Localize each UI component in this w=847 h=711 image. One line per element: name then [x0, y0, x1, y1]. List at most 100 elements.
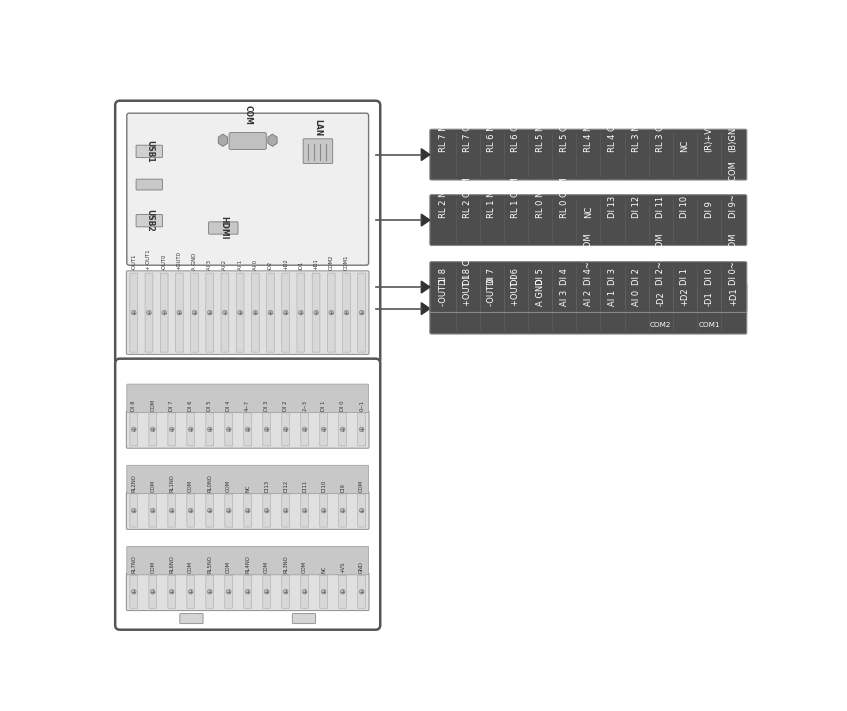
FancyBboxPatch shape — [224, 494, 233, 527]
Text: DI 4: DI 4 — [560, 268, 568, 284]
Text: DI 4: DI 4 — [226, 400, 231, 411]
FancyBboxPatch shape — [145, 273, 152, 352]
FancyBboxPatch shape — [160, 273, 168, 352]
Circle shape — [151, 589, 155, 594]
Text: DI 9~13 COM: DI 9~13 COM — [728, 161, 738, 218]
Circle shape — [264, 589, 269, 594]
FancyBboxPatch shape — [115, 101, 380, 364]
Circle shape — [340, 589, 345, 594]
FancyBboxPatch shape — [136, 215, 163, 227]
Text: NC: NC — [584, 205, 593, 218]
Text: -D2: -D2 — [656, 292, 665, 306]
FancyBboxPatch shape — [297, 273, 305, 352]
FancyBboxPatch shape — [339, 494, 346, 527]
Text: RL 4 COM: RL 4 COM — [608, 112, 617, 152]
Circle shape — [268, 310, 273, 315]
FancyBboxPatch shape — [127, 547, 368, 574]
FancyBboxPatch shape — [282, 494, 290, 527]
FancyBboxPatch shape — [301, 413, 308, 446]
Text: RL5NO: RL5NO — [208, 555, 213, 573]
Circle shape — [340, 508, 345, 513]
FancyBboxPatch shape — [224, 575, 233, 608]
Text: + OUT1: + OUT1 — [147, 250, 152, 270]
Text: COM: COM — [226, 561, 231, 573]
FancyBboxPatch shape — [130, 413, 138, 446]
FancyBboxPatch shape — [263, 575, 270, 608]
Text: LAN: LAN — [313, 119, 323, 137]
FancyBboxPatch shape — [187, 413, 195, 446]
Circle shape — [359, 310, 364, 315]
Text: RL 1 NO: RL 1 NO — [487, 183, 496, 218]
Text: -OUT0: -OUT0 — [162, 254, 167, 270]
Text: DI 1: DI 1 — [680, 268, 689, 284]
Text: +D2: +D2 — [283, 259, 288, 270]
Text: DI 2: DI 2 — [632, 268, 641, 284]
Text: RL0NO: RL0NO — [208, 474, 213, 492]
Text: +D2: +D2 — [680, 288, 689, 306]
Circle shape — [359, 508, 364, 513]
Circle shape — [131, 427, 136, 432]
Text: COM: COM — [226, 480, 231, 492]
Circle shape — [246, 427, 250, 432]
FancyBboxPatch shape — [303, 139, 333, 164]
Text: RL3NO: RL3NO — [283, 555, 288, 573]
Circle shape — [188, 508, 193, 513]
Text: COM: COM — [264, 561, 269, 573]
FancyBboxPatch shape — [301, 494, 308, 527]
Text: A GND: A GND — [192, 253, 197, 270]
FancyBboxPatch shape — [263, 413, 270, 446]
Circle shape — [321, 508, 326, 513]
Text: DI 6: DI 6 — [188, 400, 193, 411]
Text: RL 6 COM: RL 6 COM — [512, 112, 520, 152]
Text: DI 5: DI 5 — [208, 400, 213, 411]
FancyBboxPatch shape — [206, 494, 213, 527]
Circle shape — [329, 310, 334, 315]
FancyBboxPatch shape — [115, 358, 380, 630]
Text: DI 5: DI 5 — [535, 268, 545, 284]
FancyBboxPatch shape — [244, 494, 252, 527]
FancyBboxPatch shape — [320, 494, 328, 527]
Circle shape — [313, 310, 318, 315]
Text: DI 12: DI 12 — [632, 196, 641, 218]
Circle shape — [321, 427, 326, 432]
Text: DI 3: DI 3 — [264, 400, 269, 411]
FancyBboxPatch shape — [126, 492, 369, 530]
FancyBboxPatch shape — [130, 273, 138, 352]
Text: COM: COM — [243, 105, 252, 125]
Circle shape — [169, 508, 174, 513]
FancyBboxPatch shape — [244, 575, 252, 608]
Text: RL1NO: RL1NO — [169, 474, 174, 492]
Text: NC: NC — [245, 485, 250, 492]
Polygon shape — [421, 281, 429, 293]
Circle shape — [226, 589, 231, 594]
FancyBboxPatch shape — [429, 195, 747, 245]
Circle shape — [169, 427, 174, 432]
Text: RL2NO: RL2NO — [131, 474, 136, 492]
Text: AI 0: AI 0 — [632, 290, 641, 306]
FancyBboxPatch shape — [127, 465, 368, 493]
FancyBboxPatch shape — [357, 575, 366, 608]
Text: 2~3: 2~3 — [302, 400, 307, 411]
Text: AI 2: AI 2 — [584, 290, 593, 306]
Text: RL 7 NO: RL 7 NO — [439, 118, 448, 152]
Text: -D1: -D1 — [298, 261, 303, 270]
Circle shape — [177, 310, 181, 315]
FancyBboxPatch shape — [206, 273, 213, 352]
Text: RL7NO: RL7NO — [131, 555, 136, 573]
Text: RL 5 NO: RL 5 NO — [535, 118, 545, 152]
Text: 4~7: 4~7 — [245, 400, 250, 411]
Circle shape — [264, 508, 269, 513]
Circle shape — [246, 508, 250, 513]
Text: DI 8 COM: DI 8 COM — [463, 245, 472, 284]
FancyBboxPatch shape — [357, 273, 366, 352]
Polygon shape — [421, 149, 429, 161]
Text: COM: COM — [188, 480, 193, 492]
Text: DI 2: DI 2 — [283, 400, 288, 411]
Text: DI 4~7 COM: DI 4~7 COM — [584, 233, 593, 284]
Text: DI 7: DI 7 — [169, 400, 174, 411]
Text: DI 3: DI 3 — [608, 267, 617, 284]
FancyBboxPatch shape — [208, 222, 238, 234]
Text: RL 3 COM: RL 3 COM — [656, 112, 665, 152]
Circle shape — [253, 310, 257, 315]
Circle shape — [284, 310, 288, 315]
